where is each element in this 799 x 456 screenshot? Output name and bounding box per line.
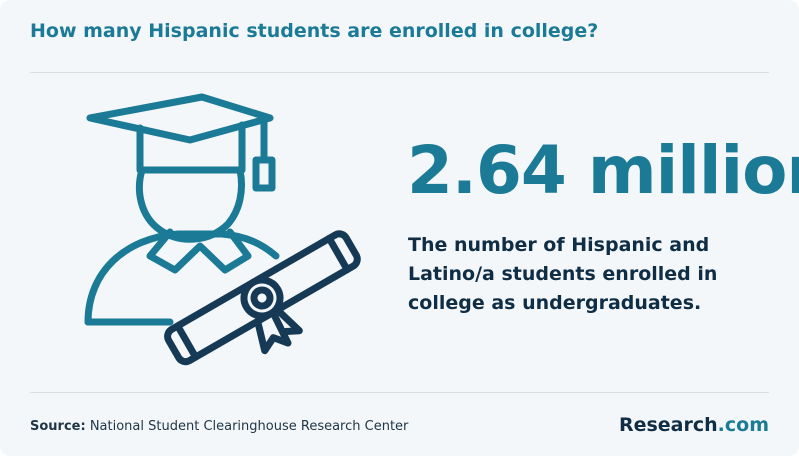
source-text: National Student Clearinghouse Research … <box>89 419 409 434</box>
graduate-icon <box>84 93 361 366</box>
logo-main: Research <box>618 414 718 436</box>
title: How many Hispanic students are enrolled … <box>30 20 599 42</box>
divider <box>30 392 769 393</box>
source: Source: National Student Clearinghouse R… <box>30 419 408 434</box>
logo-suffix: .com <box>717 414 769 436</box>
headline-stat: 2.64 million <box>407 132 799 209</box>
stat-description: The number of Hispanic and Latino/a stud… <box>408 234 718 314</box>
logo[interactable]: Research.com <box>619 414 769 436</box>
source-label: Source: <box>30 419 86 434</box>
divider <box>30 72 769 73</box>
